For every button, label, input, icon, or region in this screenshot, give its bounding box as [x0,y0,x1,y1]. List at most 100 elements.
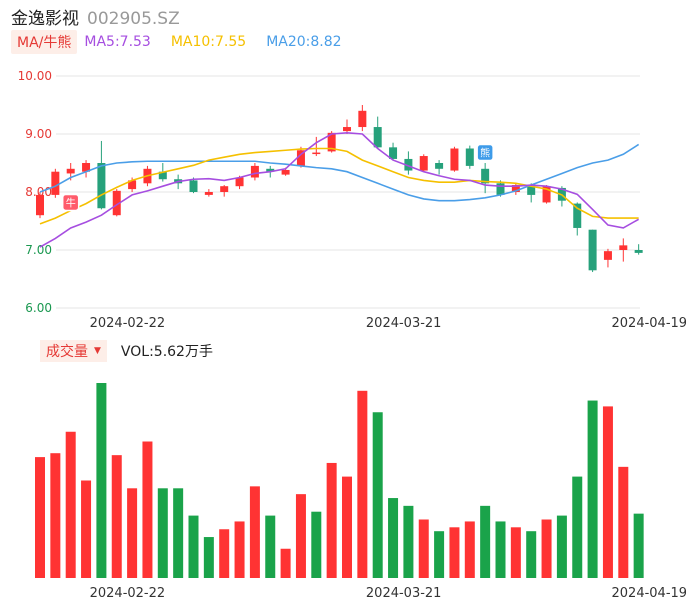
stock-code: 002905.SZ [87,9,180,29]
candle-body [419,156,428,171]
candle [51,168,60,198]
volume-bar [633,513,644,578]
bear-marker-icon: 熊 [476,143,494,162]
candle-body [312,152,321,155]
volume-bar [249,486,260,578]
candle [634,244,643,255]
candle-body [235,177,244,187]
volume-bar [157,488,168,578]
x-tick-label: 2024-04-19 [612,586,686,601]
markers: 牛熊 [61,143,494,212]
candle-body [327,132,336,152]
candle-body [373,127,382,148]
candle-body [496,183,505,195]
x-tick-label: 2024-02-22 [90,586,166,601]
volume-value: VOL:5.62万手 [120,344,213,360]
candle [296,146,305,168]
volume-indicator-button[interactable]: 成交量 ▼ [40,340,107,362]
ma-lines [39,132,640,248]
candle [603,248,612,268]
candle-body [281,169,290,175]
triangle-down-icon: ▼ [94,346,101,356]
volume-indicator-label: 成交量 [46,344,88,360]
volume-legend-row: 成交量 ▼ VOL:5.62万手 [40,340,213,362]
candle [204,189,213,197]
candle-body [588,229,597,271]
candle-body [128,180,137,190]
volume-bar [357,390,368,578]
volume-bar [449,527,460,578]
candle-body [66,168,75,174]
candle-body [51,171,60,195]
volume-bar [295,494,306,578]
x-tick-label: 2024-02-22 [90,316,166,331]
candle-body [36,194,44,216]
ma-legend-row: MA/牛熊 MA5:7.53 MA10:7.55 MA20:8.82 [11,30,362,54]
candle [404,151,413,175]
candle-body [158,171,167,180]
candle [373,116,382,149]
volume-bar [265,515,276,578]
volume-bar [403,505,414,578]
candle [481,163,490,194]
volume-bar [111,455,122,578]
volume-bar [203,537,214,578]
x-tick-label: 2024-03-21 [366,316,442,331]
candle [542,185,551,204]
candle-body [435,163,444,169]
x-tick-label: 2024-03-21 [366,586,442,601]
volume-bar [50,453,61,578]
svg-text:熊: 熊 [480,147,490,160]
volume-bar [35,457,45,578]
candle [358,105,367,132]
candles [36,105,643,273]
volume-bar [572,476,583,578]
candle-body [465,148,474,166]
ma-toggle-button[interactable]: MA/牛熊 [11,30,78,54]
candle [619,238,628,262]
candle-body [481,168,490,184]
candle-body [266,168,275,172]
candle [511,183,520,195]
ma20-line [39,143,640,202]
volume-bar [342,476,352,578]
svg-text:牛: 牛 [66,196,76,209]
candle [36,192,44,219]
candle-body [82,163,91,172]
ma5-line [39,132,640,248]
candle [220,185,229,197]
candle [343,119,351,134]
candle-body [450,148,459,171]
volume-x-axis: 2024-02-22 2024-03-21 2024-04-19 [90,586,686,601]
volume-bar [96,383,107,578]
volume-bar [81,480,92,578]
candle-body [619,245,628,250]
volume-bar [602,406,613,578]
volume-bar [219,529,230,578]
candle-body [204,192,213,195]
price-axis: 10.00 9.00 8.00 7.00 6.00 [18,69,52,315]
volume-bar [142,441,153,578]
candle-body [573,203,582,228]
candle [588,229,597,273]
candle-body [358,110,367,128]
ma10-line [39,147,639,225]
volume-bar [65,431,76,578]
candle-body [527,186,536,195]
candle-body [603,251,612,260]
volume-bar [556,515,567,578]
volume-bar [280,548,291,578]
volume-bar [434,531,445,578]
candle-body [296,150,305,166]
volume-bar [495,521,506,578]
volume-bar [510,527,521,578]
volume-bars [35,383,644,578]
candle [435,160,444,175]
candle [82,160,91,178]
y-tick-label: 8.00 [25,185,52,199]
y-tick-label: 7.00 [25,243,52,257]
candle-body [343,127,351,132]
volume-bar [311,511,322,578]
volume-bar [326,462,337,578]
